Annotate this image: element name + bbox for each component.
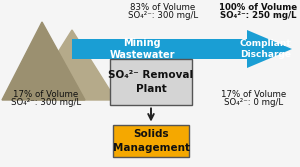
Text: SO₄²⁻: 300 mg/L: SO₄²⁻: 300 mg/L (11, 98, 81, 107)
FancyBboxPatch shape (113, 125, 189, 157)
Text: SO₄²⁻: 250 mg/L: SO₄²⁻: 250 mg/L (220, 11, 296, 20)
FancyBboxPatch shape (110, 59, 192, 105)
Text: 17% of Volume: 17% of Volume (14, 90, 79, 99)
Polygon shape (2, 22, 85, 100)
Text: Solids
Management: Solids Management (112, 129, 190, 153)
Text: Mining
Wastewater: Mining Wastewater (109, 38, 175, 60)
Text: SO₄²⁻ Removal
Plant: SO₄²⁻ Removal Plant (108, 70, 194, 94)
Text: 17% of Volume: 17% of Volume (221, 90, 286, 99)
Text: SO₄²⁻: 300 mg/L: SO₄²⁻: 300 mg/L (128, 11, 198, 20)
Text: SO₄²⁻: 0 mg/L: SO₄²⁻: 0 mg/L (224, 98, 284, 107)
Text: 83% of Volume: 83% of Volume (130, 3, 196, 12)
Polygon shape (72, 30, 292, 68)
Polygon shape (28, 30, 116, 100)
Text: 100% of Volume: 100% of Volume (219, 3, 297, 12)
Text: Compliant
Discharge: Compliant Discharge (240, 39, 291, 59)
